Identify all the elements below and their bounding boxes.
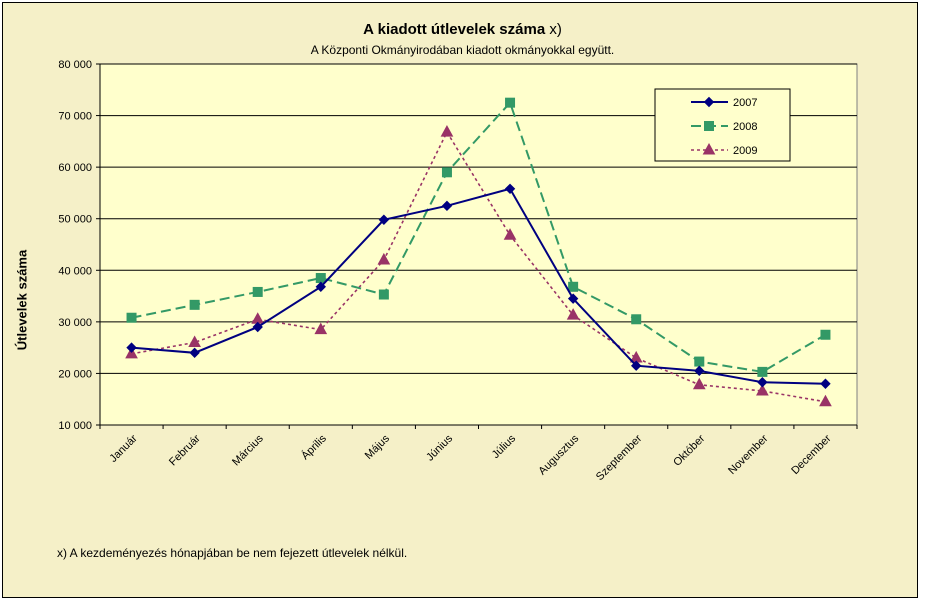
- footnote: x) A kezdeményezés hónapjában be nem fej…: [57, 546, 408, 560]
- data-point: [504, 183, 516, 195]
- data-point: [757, 366, 768, 377]
- y-tick-label: 20 000: [58, 368, 92, 380]
- data-point: [702, 142, 716, 155]
- data-point: [315, 281, 326, 292]
- data-point: [566, 308, 580, 320]
- legend-label: 2007: [733, 97, 757, 109]
- data-point: [252, 286, 263, 297]
- grid-lines: [100, 63, 857, 374]
- legend: 2007 2008 2009: [654, 88, 791, 162]
- chart-title: A kiadott útlevelek száma: [363, 21, 546, 38]
- series-line-2009: [131, 130, 826, 403]
- x-tick-label: Április: [299, 432, 330, 463]
- data-point: [820, 329, 831, 340]
- legend-label: 2009: [733, 145, 757, 157]
- data-point: [819, 394, 832, 407]
- chart-title-line: A kiadott útlevelek száma x): [0, 21, 925, 38]
- data-point: [692, 377, 706, 390]
- data-point: [378, 214, 390, 225]
- y-tick-label: 80 000: [58, 59, 92, 71]
- series-line-2007: [131, 187, 826, 385]
- data-point: [441, 167, 452, 178]
- x-tick-label: Január: [107, 432, 140, 465]
- data-point: [188, 335, 201, 347]
- data-point: [704, 121, 714, 131]
- y-tick-label: 40 000: [58, 265, 92, 277]
- y-tick-label: 60 000: [58, 162, 92, 174]
- series-line-2008: [131, 100, 826, 373]
- series-2009: [125, 125, 832, 407]
- data-point: [568, 281, 579, 292]
- x-tick-label: Október: [671, 432, 707, 468]
- data-point: [694, 356, 705, 367]
- x-tick-label: December: [789, 432, 834, 477]
- series-2008: [126, 97, 831, 377]
- legend-entry-2007: 2007: [691, 96, 757, 109]
- x-tick-label: Augusztus: [536, 432, 581, 477]
- data-point: [703, 96, 715, 108]
- x-tick-label: Július: [490, 432, 519, 461]
- data-point: [441, 200, 453, 212]
- data-point: [757, 376, 768, 388]
- legend-entry-2008: 2008: [691, 121, 757, 133]
- chart-subtitle: A Központi Okmányirodában kiadott okmány…: [310, 43, 615, 57]
- data-point: [503, 228, 517, 240]
- data-point: [252, 321, 263, 333]
- data-point: [314, 322, 328, 335]
- data-point: [377, 252, 391, 265]
- legend-label: 2008: [733, 121, 757, 133]
- data-point: [756, 383, 769, 396]
- data-point: [631, 314, 642, 325]
- y-tick-label: 50 000: [58, 214, 92, 226]
- data-point: [631, 360, 642, 371]
- x-tick-label: Március: [230, 432, 266, 468]
- y-tick-label: 30 000: [58, 317, 92, 329]
- x-tick-label: Szeptember: [594, 432, 645, 483]
- data-point: [189, 347, 200, 359]
- x-tick-label: Május: [363, 432, 393, 462]
- series-group: [125, 97, 832, 407]
- data-point: [505, 97, 516, 108]
- chart-title-suffix: x): [549, 21, 562, 38]
- data-point: [820, 378, 831, 389]
- series-2007: [126, 183, 831, 389]
- data-point: [126, 342, 137, 353]
- data-point: [440, 125, 454, 137]
- data-point: [378, 289, 389, 300]
- data-point: [126, 312, 137, 323]
- data-point: [694, 365, 705, 377]
- y-tick-label: 10 000: [58, 420, 92, 432]
- data-point: [189, 299, 200, 310]
- data-point: [567, 293, 579, 304]
- data-point: [315, 273, 326, 284]
- x-tick-label: November: [726, 432, 771, 477]
- legend-entry-2009: 2009: [691, 142, 757, 157]
- y-tick-label: 70 000: [58, 111, 92, 123]
- x-tick-label: Június: [424, 432, 455, 463]
- x-tick-label: Február: [167, 432, 203, 468]
